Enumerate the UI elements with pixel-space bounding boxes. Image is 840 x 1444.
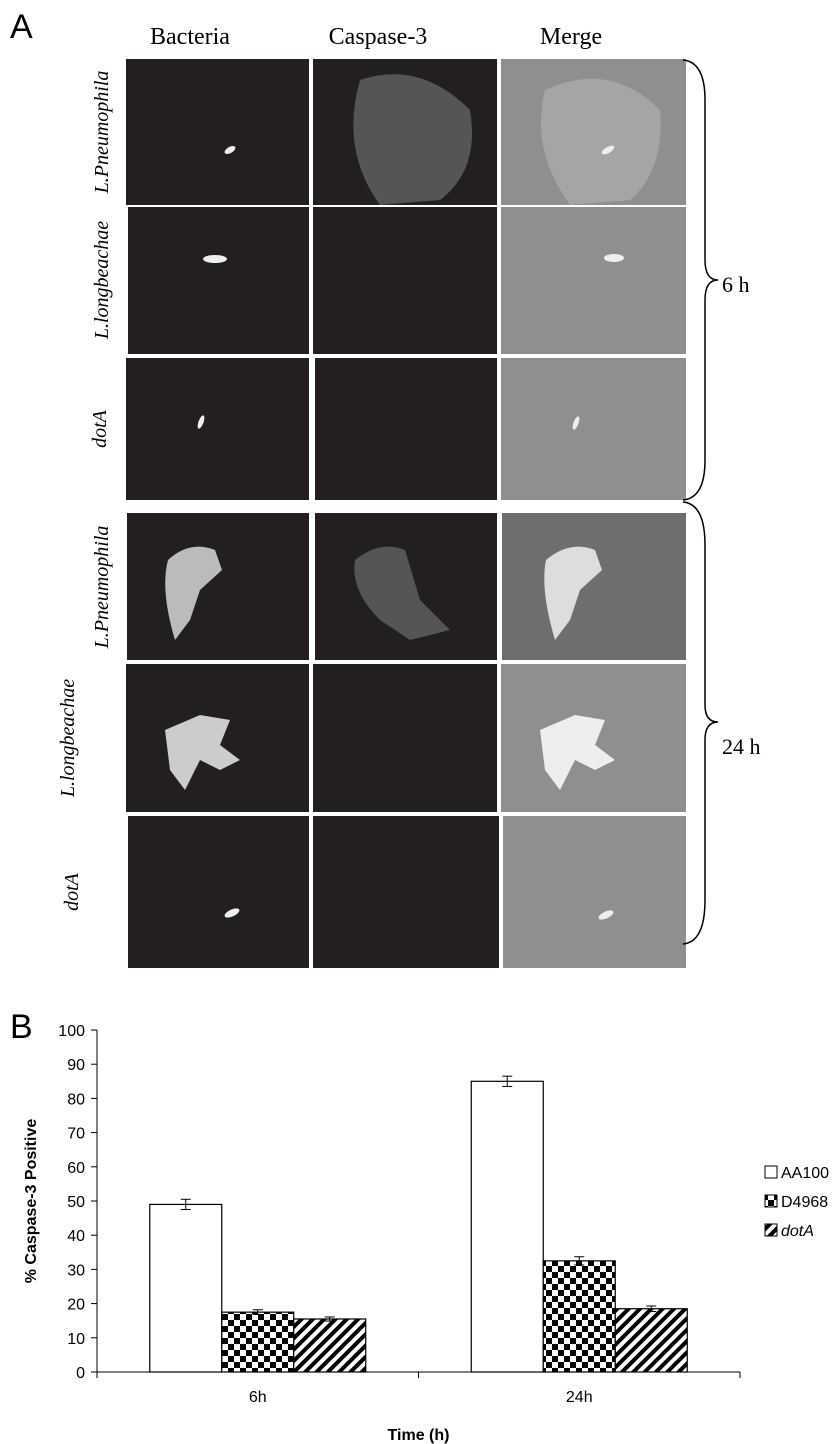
- micrographs: [126, 59, 686, 968]
- micrograph: [501, 358, 686, 500]
- micrograph: [313, 207, 497, 354]
- row-label: L.Pneumophila: [91, 526, 113, 650]
- bar: [471, 1081, 543, 1372]
- time-label: 6 h: [722, 272, 750, 297]
- y-axis-label: % Caspase-3 Positive: [23, 1119, 40, 1284]
- panel-label: A: [10, 8, 33, 46]
- y-tick-label: 100: [58, 1023, 85, 1040]
- y-tick-label: 10: [67, 1331, 85, 1348]
- legend-swatch: [765, 1224, 777, 1236]
- micrograph: [502, 513, 686, 660]
- legend-label: D4968: [781, 1194, 828, 1211]
- bar: [294, 1319, 366, 1372]
- y-tick-label: 50: [67, 1194, 85, 1211]
- micrograph: [503, 816, 686, 968]
- micrograph: [126, 59, 309, 205]
- row-label: L.Pneumophila: [91, 71, 113, 195]
- brace: [683, 502, 718, 944]
- panel-label: B: [10, 1008, 33, 1046]
- bar: [615, 1309, 687, 1372]
- y-tick-label: 40: [67, 1228, 85, 1245]
- y-tick-label: 80: [67, 1091, 85, 1108]
- row-label: L.longbeachae: [91, 221, 113, 340]
- micrograph: [313, 664, 497, 812]
- legend-label: AA100: [781, 1165, 829, 1182]
- x-tick-label: 6h: [249, 1389, 267, 1406]
- legend-swatch: [765, 1166, 777, 1178]
- bar-chart: B 0 10 20 30 40 50 60 70 80 90 100 % Caspase-3 Posit…: [10, 1008, 829, 1444]
- micrograph: [127, 513, 309, 660]
- column-header: Caspase-3: [329, 24, 428, 50]
- time-label: 24 h: [722, 734, 761, 759]
- micrograph: [501, 207, 686, 354]
- row-label: L.longbeachae: [57, 679, 79, 798]
- x-tick-label: 24h: [566, 1389, 593, 1406]
- legend-label: dotA: [781, 1223, 814, 1240]
- bar: [150, 1204, 222, 1372]
- micrograph: [315, 358, 497, 500]
- y-tick-label: 0: [76, 1365, 85, 1382]
- column-header: Merge: [540, 24, 602, 50]
- row-label: dotA: [89, 409, 111, 448]
- brace: [683, 60, 718, 500]
- y-tick-label: 20: [67, 1297, 85, 1314]
- y-tick-label: 90: [67, 1057, 85, 1074]
- figure: A Bacteria Caspase-3 Merge: [0, 0, 840, 1444]
- micrograph: [126, 358, 309, 500]
- micrograph: [128, 207, 309, 354]
- micrograph: [313, 816, 499, 968]
- bar: [222, 1312, 294, 1372]
- row-label: dotA: [61, 872, 83, 911]
- y-tick-label: 60: [67, 1160, 85, 1177]
- y-tick-label: 70: [67, 1126, 85, 1143]
- bar: [543, 1261, 615, 1372]
- micrograph: [128, 816, 309, 968]
- legend-swatch: [765, 1195, 777, 1207]
- column-header: Bacteria: [150, 24, 230, 50]
- x-axis-label: Time (h): [388, 1427, 450, 1444]
- y-tick-label: 30: [67, 1262, 85, 1279]
